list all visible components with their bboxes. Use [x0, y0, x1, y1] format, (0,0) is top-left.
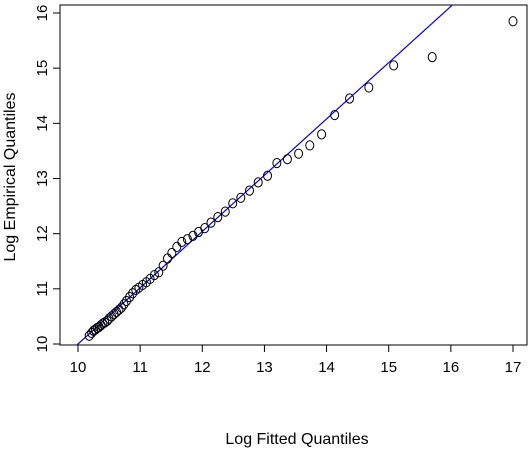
x-tick-label: 16 [443, 359, 460, 376]
data-point [128, 288, 138, 299]
y-axis: 10 11 12 13 14 15 16 [34, 5, 60, 353]
y-tick-label: 10 [34, 336, 51, 353]
x-tick-label: 14 [318, 359, 335, 376]
y-tick-label: 12 [34, 225, 51, 242]
y-tick-label: 16 [34, 5, 51, 22]
x-axis-title: Log Fitted Quantiles [225, 431, 368, 448]
reference-line-layer [76, 5, 454, 345]
data-point [389, 60, 399, 71]
data-point [167, 247, 177, 259]
data-point [508, 16, 518, 27]
data-point [200, 223, 210, 234]
data-point [330, 109, 340, 121]
data-point [263, 170, 273, 181]
data-point [125, 292, 135, 303]
y-tick-label: 13 [34, 170, 51, 187]
y-tick-label: 14 [34, 115, 51, 132]
data-point [114, 304, 124, 315]
data-point [282, 154, 292, 165]
data-point [177, 236, 187, 248]
data-point [245, 185, 255, 196]
data-point [162, 253, 172, 264]
data-point [149, 269, 159, 281]
data-point [117, 302, 126, 313]
data-point [213, 212, 223, 223]
plot-frame [59, 4, 528, 346]
x-tick-label: 15 [380, 359, 397, 376]
x-tick-label: 11 [132, 359, 148, 376]
data-point [206, 217, 216, 228]
data-point [253, 177, 263, 188]
y-tick-label: 15 [34, 60, 51, 77]
data-point [364, 82, 374, 93]
data-point [172, 241, 182, 253]
data-point [98, 318, 108, 329]
data-point [294, 148, 304, 159]
y-axis-title: Log Empirical Quantiles [2, 93, 19, 262]
x-axis: 10 11 12 13 14 15 16 17 [70, 345, 522, 376]
data-point [317, 129, 327, 140]
data-point [305, 140, 315, 151]
x-tick-label: 17 [505, 359, 522, 376]
x-tick-label: 13 [256, 359, 273, 376]
reference-line [76, 5, 454, 345]
data-point [427, 52, 437, 63]
data-point [220, 206, 230, 217]
data-point [228, 198, 238, 209]
data-point [182, 234, 192, 245]
y-tick-label: 11 [34, 281, 51, 297]
x-tick-label: 12 [194, 359, 211, 376]
x-tick-label: 10 [70, 359, 87, 376]
data-point [154, 267, 164, 278]
data-point [272, 157, 282, 169]
data-point [158, 260, 168, 271]
data-point [119, 299, 129, 310]
data-point [121, 295, 131, 307]
data-point [236, 192, 246, 203]
data-points [84, 16, 518, 341]
data-point [345, 93, 355, 104]
